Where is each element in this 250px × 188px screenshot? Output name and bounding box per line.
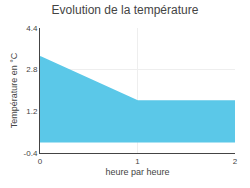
svg-text:1.2: 1.2	[26, 107, 38, 116]
svg-text:Evolution de la température: Evolution de la température	[52, 3, 199, 17]
svg-text:2.8: 2.8	[26, 65, 38, 74]
svg-text:1: 1	[135, 157, 140, 166]
svg-text:0: 0	[38, 157, 43, 166]
svg-text:-0.4: -0.4	[24, 149, 38, 158]
svg-text:2: 2	[233, 157, 238, 166]
svg-text:4.4: 4.4	[26, 24, 38, 33]
svg-text:heure par heure: heure par heure	[105, 167, 169, 177]
svg-text:Température en °C: Température en °C	[9, 52, 19, 128]
